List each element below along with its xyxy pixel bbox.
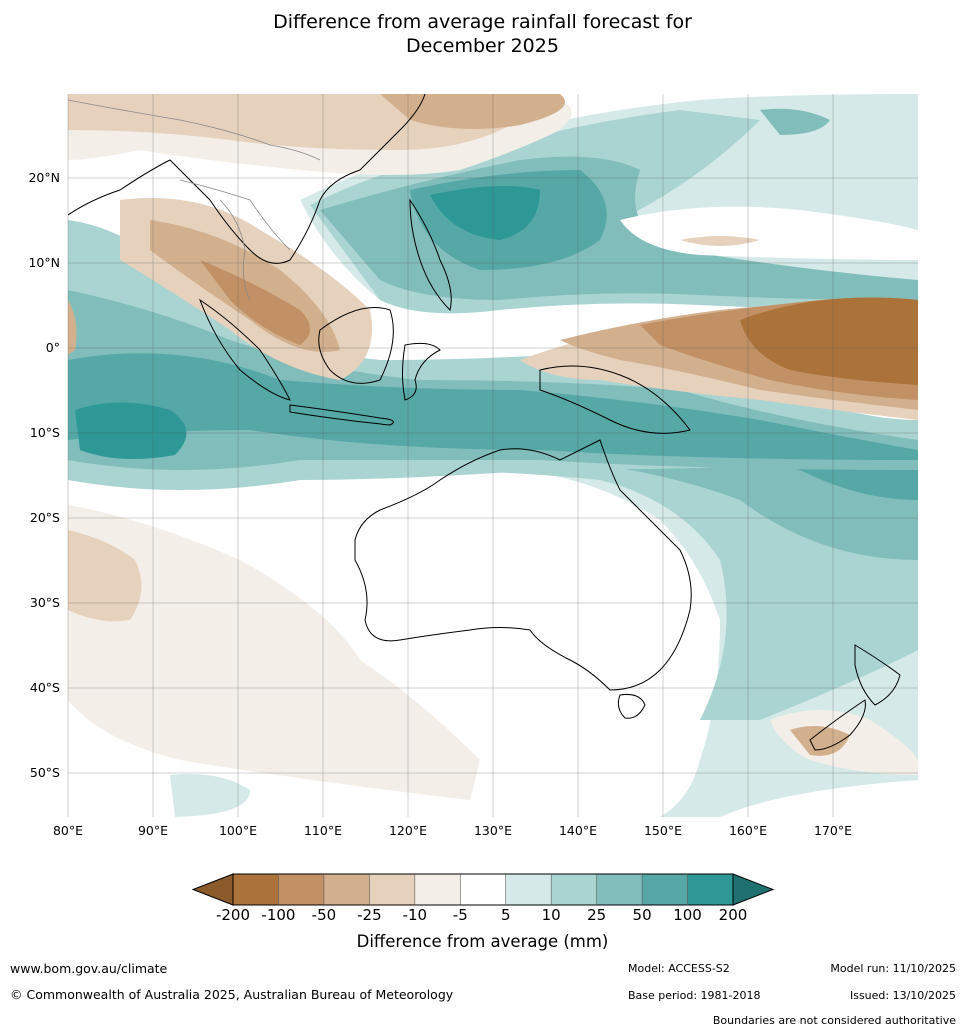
lat-label: 20°N	[28, 170, 60, 185]
colorbar-swatch	[233, 874, 279, 905]
lon-label: 140°E	[558, 823, 597, 838]
country-borders	[68, 99, 321, 301]
lon-label: 120°E	[388, 823, 427, 838]
colorbar-extend-low	[191, 873, 234, 906]
colorbar-tick-label: 200	[718, 906, 748, 924]
lon-label: 90°E	[137, 823, 169, 838]
colorbar-extend-high	[732, 873, 775, 906]
colorbar-tick-label: 10	[541, 906, 561, 924]
website-link[interactable]: www.bom.gov.au/climate	[10, 961, 168, 976]
colorbar-tick-label: 25	[587, 906, 607, 924]
lat-label: 50°S	[29, 765, 60, 780]
colorbar-tick-label: 50	[632, 906, 652, 924]
lat-label: 30°S	[29, 595, 60, 610]
tasmania-coastline	[617, 694, 646, 719]
sumatra-coastline	[198, 298, 291, 401]
colorbar-swatch	[460, 874, 506, 905]
lat-label: 10°N	[28, 255, 60, 270]
lat-label: 40°S	[29, 680, 60, 695]
colorbar-tick-label: 100	[673, 906, 702, 924]
australia-coastline	[354, 439, 692, 691]
lon-label: 110°E	[303, 823, 342, 838]
java-coastline	[289, 404, 394, 426]
new-zealand-south-coastline	[809, 699, 866, 751]
lon-label: 80°E	[52, 823, 84, 838]
map-title-line2: December 2025	[406, 35, 559, 57]
lon-label: 150°E	[643, 823, 682, 838]
lon-label: 170°E	[813, 823, 852, 838]
colorbar-tick-label: 5	[500, 906, 511, 924]
borneo-coastline	[318, 307, 394, 384]
colorbar-tick-label: -50	[311, 906, 337, 924]
lat-label: 0°	[45, 340, 60, 355]
colorbar-swatch	[505, 874, 552, 905]
new-guinea-coastline	[539, 365, 691, 434]
colorbar-swatch	[323, 874, 370, 905]
colorbar-swatch	[278, 874, 324, 905]
colorbar-title: Difference from average (mm)	[356, 932, 609, 951]
colorbar-tick-label: -100	[261, 906, 296, 924]
new-zealand-north-coastline	[854, 644, 901, 706]
lon-label: 100°E	[218, 823, 257, 838]
lat-label: 20°S	[29, 510, 60, 525]
colorbar-swatch	[596, 874, 643, 905]
colorbar-frame	[232, 873, 734, 906]
philippines-coastline	[409, 198, 452, 311]
colorbar-tick-label: -10	[402, 906, 428, 924]
lon-label: 130°E	[473, 823, 512, 838]
copyright-text: © Commonwealth of Australia 2025, Austra…	[10, 987, 454, 1002]
asia-coastline	[68, 94, 426, 264]
disclaimer-text: Boundaries are not considered authoritat…	[712, 1014, 956, 1027]
colorbar-swatch	[642, 874, 688, 905]
colorbar-tick-label: -5	[452, 906, 468, 924]
map-gridlines	[67, 94, 918, 817]
map-title-line1: Difference from average rainfall forecas…	[273, 11, 692, 33]
colorbar-tick-label: -200	[215, 906, 251, 924]
model-text: Model: ACCESS-S2	[628, 962, 730, 975]
model-run-text: Model run: 11/10/2025	[830, 962, 956, 975]
colorbar-swatch	[551, 874, 597, 905]
colorbar-swatch	[414, 874, 461, 905]
lat-label: 10°S	[29, 425, 60, 440]
colorbar	[191, 873, 775, 906]
colorbar-swatch	[687, 874, 733, 905]
base-period-text: Base period: 1981-2018	[628, 989, 761, 1002]
coastlines	[68, 94, 901, 751]
colorbar-tick-label: -25	[357, 906, 382, 924]
issued-text: Issued: 13/10/2025	[849, 989, 956, 1002]
colorbar-swatch	[369, 874, 415, 905]
sulawesi-coastline	[402, 342, 441, 401]
lon-label: 160°E	[728, 823, 767, 838]
